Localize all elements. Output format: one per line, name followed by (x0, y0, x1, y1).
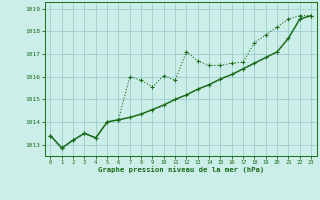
X-axis label: Graphe pression niveau de la mer (hPa): Graphe pression niveau de la mer (hPa) (98, 167, 264, 173)
